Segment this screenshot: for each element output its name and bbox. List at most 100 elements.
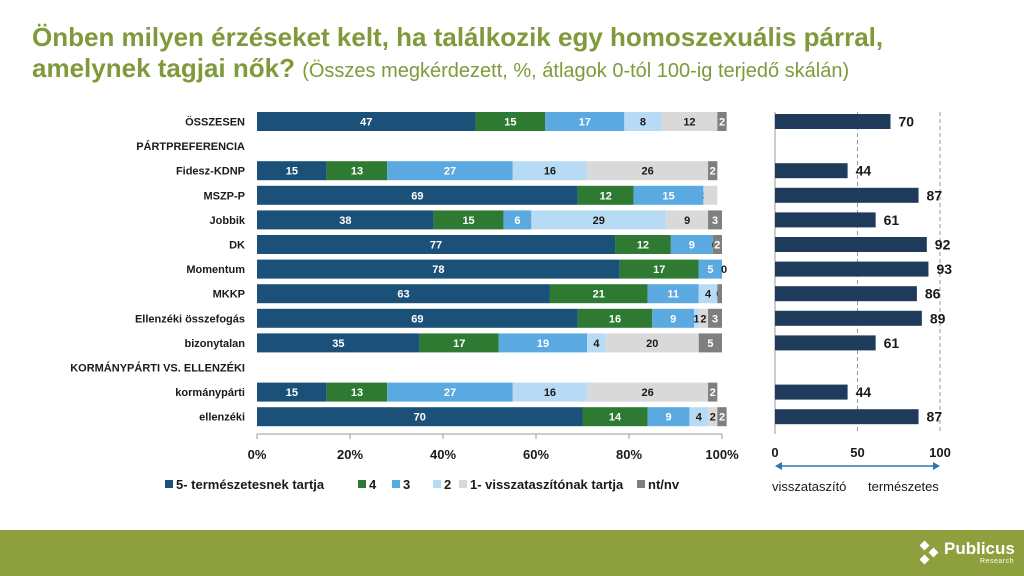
stacked-bar-segment <box>257 235 616 254</box>
data-label: 2 <box>714 240 720 252</box>
data-label: 6 <box>514 215 520 227</box>
stacked-bar-segment <box>703 185 718 205</box>
stacked-bar-segment <box>698 284 718 304</box>
stacked-bar-segment <box>717 407 727 427</box>
scale-label-left: visszataszító <box>772 479 846 494</box>
data-label: 47 <box>360 117 372 129</box>
row-label: kormánypárti <box>175 387 245 399</box>
average-label: 87 <box>927 409 943 425</box>
legend-label: 3 <box>403 477 410 492</box>
average-bar <box>775 261 929 277</box>
x-tick-label: 100% <box>705 447 739 462</box>
legend-label: 5- természetesnek tartja <box>176 477 325 492</box>
stacked-bar-segment <box>498 333 588 353</box>
data-label: 29 <box>593 215 605 227</box>
data-label: 2 <box>710 412 716 424</box>
stacked-bar-segment <box>257 333 420 353</box>
stacked-bar-segment <box>433 210 504 230</box>
stacked-bar-segment <box>257 308 578 328</box>
stacked-bar-segment <box>670 235 713 254</box>
stacked-bar-segment <box>624 112 662 131</box>
stacked-bar-segment <box>717 284 722 304</box>
stacked-bar-segment <box>587 333 606 353</box>
average-bar <box>775 237 927 252</box>
stacked-bar-segment <box>419 333 499 353</box>
stacked-bar-segment <box>666 210 709 230</box>
data-label: 2 <box>700 313 706 325</box>
avg-tick-label: 50 <box>850 445 864 460</box>
stacked-bar-segment <box>549 284 648 304</box>
data-label: 15 <box>286 166 298 178</box>
row-label: ellenzéki <box>199 412 245 424</box>
stacked-bar-segment <box>387 382 513 402</box>
row-label: Ellenzéki összefogás <box>135 313 245 325</box>
x-tick-label: 80% <box>616 447 642 462</box>
row-label: Momentum <box>186 264 245 276</box>
stacked-bar-segment <box>694 308 699 328</box>
average-bar <box>775 187 919 203</box>
x-tick-label: 0% <box>248 447 267 462</box>
data-label: 2 <box>710 387 716 399</box>
stacked-bar-segment <box>475 112 546 131</box>
data-label: 2 <box>719 117 725 129</box>
row-label: PÁRTPREFERENCIA <box>136 140 245 153</box>
legend-swatch <box>392 480 400 488</box>
data-label: 12 <box>637 240 649 252</box>
average-bar <box>775 286 917 302</box>
stacked-bar-segment <box>698 259 722 279</box>
average-bar <box>775 310 922 326</box>
data-label: 69 <box>411 313 423 325</box>
legend-swatch <box>165 480 173 488</box>
chart-area: ÖSSZESEN PÁRTPREFERENCIA Fidesz-KDNP MSZP-P… <box>70 112 952 494</box>
stacked-bar-segment <box>512 161 588 181</box>
stacked-bar-segment <box>257 185 578 205</box>
legend-swatch <box>459 480 467 488</box>
data-label: 15 <box>286 387 298 399</box>
x-tick-label: 40% <box>430 447 456 462</box>
logo-name: Publicus <box>944 539 1015 558</box>
data-label: 9 <box>684 215 690 227</box>
average-label: 86 <box>925 286 941 302</box>
data-label: 16 <box>544 166 556 178</box>
stacked-bar-segment <box>661 112 718 131</box>
data-label: 0 <box>721 264 727 276</box>
data-label: 16 <box>609 313 621 325</box>
stacked-bar-segment <box>512 382 588 402</box>
row-label: MSZP-P <box>203 190 245 202</box>
data-label: 1 <box>693 313 699 325</box>
data-label: 21 <box>593 289 605 301</box>
stacked-bar-segment <box>577 185 634 205</box>
data-label: 14 <box>609 412 622 424</box>
stacked-bar-segment <box>708 161 718 181</box>
arrow-right-icon <box>933 462 940 470</box>
publicus-logo: Publicus Research <box>918 537 1022 573</box>
stacked-bar-segment <box>708 210 722 230</box>
stacked-bar-segment <box>587 382 709 402</box>
data-label: 11 <box>667 289 679 301</box>
data-label: 2 <box>710 166 716 178</box>
average-label: 87 <box>927 187 943 203</box>
stacked-bar-segment <box>531 210 667 230</box>
row-label: DK <box>229 240 245 252</box>
average-label: 93 <box>936 261 952 277</box>
stacked-bar-segment <box>652 308 695 328</box>
average-bar <box>775 335 876 351</box>
average-label: 92 <box>935 237 951 253</box>
data-label: 16 <box>544 387 556 399</box>
data-label: 27 <box>444 166 456 178</box>
title-subtitle: (Összes megkérdezett, %, átlagok 0-tól 1… <box>302 60 850 82</box>
stacked-bar-segment <box>582 407 648 427</box>
stacked-bar-segment <box>545 112 625 131</box>
data-label: 12 <box>683 117 695 129</box>
data-label: 3 <box>712 215 718 227</box>
stacked-bar-segment <box>257 161 327 181</box>
data-label: 35 <box>332 338 344 350</box>
data-label: 9 <box>670 313 676 325</box>
data-label: 17 <box>453 338 465 350</box>
title-main: Önben milyen érzéseket kelt, ha találkoz… <box>32 22 884 83</box>
stacked-bar-segment <box>503 210 532 230</box>
data-label: 5 <box>707 264 713 276</box>
stacked-bar-segment <box>257 284 550 304</box>
data-label: 15 <box>462 215 474 227</box>
stacked-bar-segment <box>326 382 388 402</box>
